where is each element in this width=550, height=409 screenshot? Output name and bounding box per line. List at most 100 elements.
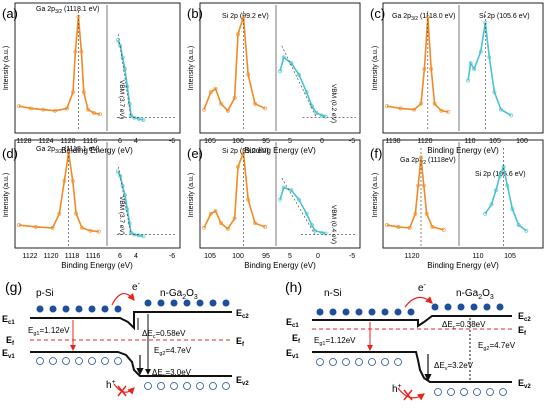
data-point [466,78,470,83]
data-point [50,225,55,230]
delta-ev-label: ΔEv=3.2eV [434,361,474,372]
data-point [116,38,120,42]
data-point [319,113,324,118]
tick-label: 95 [262,138,270,145]
data-point [241,150,246,155]
data-point [132,232,137,237]
vbm-label: VBM (3.7 eV) [118,196,125,235]
data-point [236,164,240,169]
series-line [203,16,266,113]
data-point [202,107,206,112]
panel-tag: (d) [2,146,18,161]
data-point [53,108,57,113]
xps-panel-c: (c) Intensity (a.u.) Binding Energy (eV)… [370,2,544,155]
data-point [246,72,251,77]
y-axis-label: Intensity (a.u.) [3,173,10,217]
tick-label: -5 [349,138,355,145]
left-material-label: p-Si [36,288,54,299]
data-point [407,225,412,230]
tick-label: 4 [134,138,138,145]
data-point [62,178,67,183]
data-point [439,108,444,113]
blocked-cross-icon [117,385,127,397]
x-tick-labels: 1128 1124 1120 1116 6 4 -6 [16,138,175,145]
series-line [117,171,144,238]
data-point [208,90,213,95]
y-axis-label: Intensity (a.u.) [372,173,379,217]
panel-tag: (e) [187,146,203,161]
data-point [41,107,45,112]
data-point [468,61,473,66]
data-point [524,228,529,233]
hole-circles [316,358,507,396]
data-point [129,113,133,118]
data-point [96,229,101,234]
data-point [208,211,213,216]
tick-label: 100 [232,138,244,145]
data-point [516,223,521,227]
data-point [125,207,130,212]
data-point [33,225,38,229]
tick-label: 1122 [22,253,37,260]
data-point [509,113,514,118]
ev2-label: Ev2 [518,378,531,390]
data-point [313,228,317,233]
data-point [323,114,328,119]
peak-label-si: Si 2p (105.6 eV) [479,13,530,20]
data-point [81,90,86,95]
data-point [74,211,79,216]
data-point [92,111,96,115]
y-axis-label: Intensity (a.u.) [3,46,10,90]
right-material-label: n-Ga2O3 [456,288,494,301]
series-line [279,56,326,118]
series-line [386,16,449,113]
ev1-label: Ev1 [2,348,15,360]
x-axis-label: Binding Energy (eV) [427,261,499,270]
ef-label-right: Ef [236,336,245,348]
data-point [17,104,21,109]
panel-tag: (a) [2,6,18,21]
panel-tag: (b) [187,6,203,21]
series-line [279,186,326,235]
ec2-label: Ec2 [236,308,249,320]
edge-extrapolation [117,166,132,235]
data-point [213,209,218,213]
data-point [253,221,257,226]
data-point [297,197,301,202]
data-point [281,55,286,60]
data-point [419,155,423,160]
tick-label: 105 [204,138,216,145]
tick-label: 6 [118,253,122,260]
data-point [398,106,403,111]
data-point [253,101,257,106]
data-point [17,223,21,227]
delta-ec-label: ΔEc=0.58eV [142,329,186,340]
data-point [232,216,237,221]
data-point [141,118,146,122]
data-point [219,221,223,226]
peak-label-ga: Ga 2p3/2 (1118.0 eV) [392,13,456,22]
data-point [499,107,503,112]
data-point [489,202,494,207]
tick-label: 1120 [43,253,58,260]
data-point [304,211,309,216]
electron-dots [316,303,504,316]
conduction-band-edge [30,311,232,331]
data-point [132,115,137,120]
data-point [225,108,230,113]
panel-tag: (f) [370,146,382,161]
data-point [127,101,132,106]
series-line [117,39,144,121]
tick-label: 100 [516,138,528,145]
hole-transfer-arrow [397,387,425,401]
tick-label: 110 [472,253,483,260]
data-point [79,49,84,54]
y-axis-label: Intensity (a.u.) [188,173,195,217]
tick-label: 1128 [16,138,31,145]
data-point [246,197,251,202]
data-point [429,67,434,71]
tick-label: 105 [489,138,501,145]
tick-label: 1120 [60,138,75,145]
data-point [289,61,294,66]
